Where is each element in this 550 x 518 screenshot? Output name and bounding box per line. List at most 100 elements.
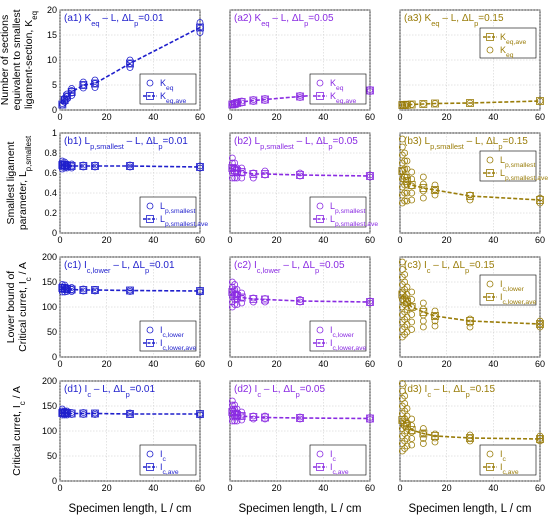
data-point: [196, 19, 204, 26]
y-tick-label: 0: [52, 228, 57, 238]
x-tick-label: 20: [102, 359, 112, 369]
ave-marker: [249, 96, 258, 105]
ave-marker: [431, 186, 439, 194]
legend-marker: [486, 33, 494, 41]
y-tick-label: 100: [42, 426, 57, 436]
data-point: [398, 183, 406, 191]
panel-title: (c2) Ic,lower​ – L, ΔLp​=0.05: [234, 260, 345, 275]
x-tick-label: 60: [195, 359, 205, 369]
data-point: [126, 409, 134, 417]
legend-marker: [146, 92, 154, 100]
x-tick-label: 0: [397, 483, 402, 493]
legend-box: [479, 150, 537, 182]
data-point: [79, 287, 87, 295]
data-point: [408, 435, 416, 442]
data-point: [408, 422, 416, 429]
panel-title: (b3) Lp,smallest​ – L, ΔLp​=0.15: [404, 136, 528, 151]
panel-a2: 0 20 40 60 (a2) Keq​ – L, ΔLp​=0.05 Keq​Keq,a…: [227, 9, 375, 122]
x-tick-label: 20: [442, 483, 452, 493]
data-point: [61, 162, 69, 170]
legend-entry: Lp,smallest,ave​: [500, 168, 548, 182]
panel-title: (c3) Ic​ – L, ΔLp​=0.15: [404, 260, 495, 275]
row-ylabel: ligament-section, Keq​: [23, 11, 39, 109]
ave-line: [62, 412, 200, 415]
x-tick-label: 60: [535, 112, 545, 122]
data-point: [398, 191, 406, 199]
data-point: [58, 407, 66, 415]
data-point: [126, 163, 134, 171]
x-tick-label: 40: [318, 112, 328, 122]
ave-marker: [400, 419, 409, 428]
legend-entry: Ic,lower,ave​: [330, 338, 367, 352]
y-tick-label: 50: [47, 451, 57, 461]
data-point: [261, 298, 269, 306]
y-tick-label: 0: [52, 476, 57, 486]
data-point: [249, 174, 257, 182]
ave-marker: [366, 172, 374, 180]
data-point: [466, 196, 474, 204]
row-ylabel: Critical curret, Ic​ / A: [17, 262, 33, 352]
legend-box: [479, 444, 537, 476]
data-point: [296, 415, 304, 423]
x-tick-label: 20: [442, 359, 452, 369]
ave-marker: [237, 412, 246, 420]
data-point: [466, 315, 474, 323]
x-tick-label: 0: [227, 235, 232, 245]
legend-marker: [146, 339, 154, 347]
legend-marker: [316, 202, 324, 210]
legend: Ic,lower​Ic,lower,ave​: [309, 320, 367, 352]
data-point: [401, 189, 409, 197]
ave-marker: [63, 162, 71, 170]
data-point: [261, 412, 269, 420]
legend: Lp,smallest​Lp,smallest,ave​: [479, 150, 548, 182]
data-point: [398, 143, 406, 151]
data-point: [63, 407, 71, 415]
panel-title: (b1) Lp,smallest​ – L, ΔLp​=0.01: [64, 136, 188, 151]
row-ylabel: Critical curret, Ic​ / A: [11, 386, 27, 476]
legend-entry: Ic,lower,ave​: [500, 292, 537, 306]
x-tick-label: 60: [365, 112, 375, 122]
y-tick-label: 0: [52, 105, 57, 115]
legend: Keq,ave​Keq​: [479, 27, 537, 59]
legend: Keq​Keq,ave​: [309, 73, 367, 105]
ave-marker: [67, 162, 76, 170]
row-ylabel: Smallest ligament: [5, 141, 17, 224]
ave-marker: [400, 174, 409, 182]
data-point: [403, 181, 411, 189]
ave-marker: [419, 100, 428, 108]
data-point: [233, 169, 241, 177]
legend-marker: [146, 79, 154, 87]
data-point: [536, 432, 544, 440]
data-point: [233, 301, 241, 308]
data-point: [401, 149, 409, 157]
data-point: [408, 311, 416, 318]
data-point: [419, 430, 427, 437]
data-point: [408, 318, 416, 326]
ave-marker: [228, 408, 237, 416]
data-point: [431, 438, 439, 446]
panel-title: (b2) Lp,smallest​ – L, ΔLp​=0.05: [234, 136, 358, 151]
x-tick-label: 0: [57, 359, 62, 369]
legend: Keq​Keq,ave​: [139, 73, 197, 105]
data-point: [296, 298, 304, 306]
data-point: [431, 322, 439, 330]
ave-marker: [91, 79, 99, 88]
x-tick-label: 20: [442, 235, 452, 245]
data-point: [408, 441, 416, 449]
x-tick-label: 0: [227, 112, 232, 122]
data-point: [408, 196, 416, 204]
data-point: [68, 164, 76, 172]
data-point: [431, 430, 439, 438]
ave-marker: [58, 100, 67, 109]
data-point: [403, 442, 411, 450]
ave-marker: [466, 192, 474, 200]
x-tick-label: 0: [57, 235, 62, 245]
x-tick-label: 60: [365, 483, 375, 493]
panel-c1: 0 50 100 150 200 0 20 40 60 (c1) Ic,lower​ – L, Δ…: [42, 252, 205, 369]
x-tick-label: 20: [272, 235, 282, 245]
legend-marker: [146, 463, 154, 471]
data-point: [366, 414, 374, 421]
data-point: [408, 296, 416, 303]
data-point: [238, 174, 246, 182]
ave-line: [231, 291, 371, 303]
